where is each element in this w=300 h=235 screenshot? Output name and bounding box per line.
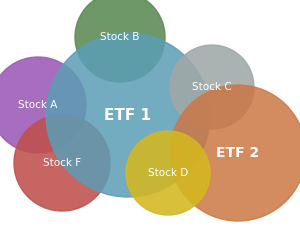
Circle shape xyxy=(0,57,86,153)
Text: Stock A: Stock A xyxy=(18,100,58,110)
Text: ETF 2: ETF 2 xyxy=(216,146,260,160)
Text: Stock F: Stock F xyxy=(43,158,81,168)
Circle shape xyxy=(46,33,210,197)
Text: ETF 1: ETF 1 xyxy=(104,107,152,122)
Circle shape xyxy=(126,131,210,215)
Circle shape xyxy=(75,0,165,82)
Circle shape xyxy=(170,45,254,129)
Text: Stock C: Stock C xyxy=(192,82,232,92)
Circle shape xyxy=(14,115,110,211)
Text: Stock D: Stock D xyxy=(148,168,188,178)
Text: Stock B: Stock B xyxy=(100,32,140,42)
Circle shape xyxy=(170,85,300,221)
